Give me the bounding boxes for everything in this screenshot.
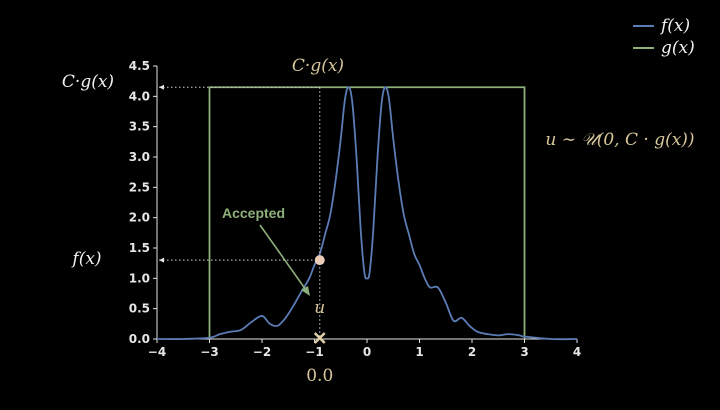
series-f-line: [156, 86, 578, 341]
x-tick-label: 1: [415, 345, 423, 359]
accepted-label: Accepted: [222, 205, 285, 221]
fx-left-label: f(x): [70, 249, 101, 269]
y-tick-label: 4.0: [129, 89, 150, 103]
axes: −4 −3 −2 −1 0 1 2 3 4 0.0 0.5 1.0 1.5 2.0 2.5 3.0 3.5 4.0…: [129, 59, 581, 359]
y-tick-label: 0.0: [129, 332, 150, 346]
y-tick-label: 3.0: [129, 150, 150, 164]
f-arrowhead: [159, 257, 164, 263]
x-tick-label: −3: [200, 345, 218, 359]
x-tick-label: 3: [520, 345, 528, 359]
sample-point-f: [314, 255, 325, 266]
legend-label-1: g(x): [661, 38, 695, 58]
uniform-distribution-label: u ∼ 𝒰(0, C · g(x)): [545, 130, 694, 150]
chart-marks: [156, 86, 578, 341]
accepted-arrow-head: [301, 286, 310, 296]
y-tick-label: 0.5: [129, 302, 150, 316]
y-tick-label: 1.5: [129, 241, 150, 255]
u-label: u: [314, 298, 325, 318]
y-tick-label: 4.5: [129, 59, 150, 73]
accepted-arrow-shaft: [259, 224, 307, 291]
cg-left-label: C·g(x): [62, 72, 114, 92]
x-tick-label: −4: [148, 345, 166, 359]
series-g-line: [208, 86, 526, 339]
y-tick-label: 3.5: [129, 120, 150, 134]
sample-u-marker: [313, 332, 326, 344]
x-tick-label: 0: [363, 345, 371, 359]
y-tick-label: 1.0: [129, 271, 150, 285]
legend-label-0: f(x): [659, 16, 690, 36]
x-tick-label: 2: [468, 345, 476, 359]
y-tick-label: 2.0: [129, 211, 150, 225]
y-tick-label: 2.5: [129, 180, 150, 194]
legend: f(x)g(x): [633, 16, 695, 58]
annotations: Accepted C·g(x) C·g(x) f(x) u u ∼ 𝒰(0, C · g(…: [62, 56, 695, 386]
x-tick-label: −2: [253, 345, 271, 359]
x-tick-label: 4: [573, 345, 581, 359]
x-tick-label: −1: [305, 345, 323, 359]
cg-arrowhead: [159, 84, 164, 90]
cg-top-label: C·g(x): [292, 56, 344, 76]
sample-x-value-label: 0.0: [306, 366, 333, 386]
